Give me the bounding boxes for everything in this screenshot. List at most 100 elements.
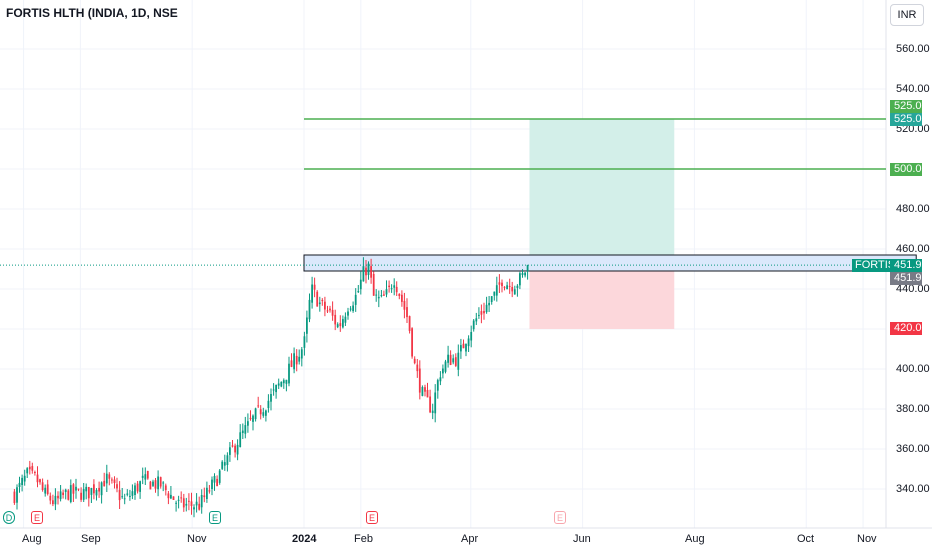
earnings-future-marker[interactable]: E — [554, 511, 566, 524]
candle-body — [485, 304, 488, 313]
candle-body — [44, 487, 47, 494]
candle-body — [362, 266, 365, 282]
candle-body — [352, 305, 354, 311]
candle-body — [282, 380, 285, 384]
candle-body — [398, 293, 401, 296]
candle-body — [26, 468, 29, 474]
y-tick-label: 520.00 — [896, 123, 930, 135]
candle-body — [226, 455, 229, 465]
drawings[interactable] — [303, 118, 917, 329]
candle-body — [472, 320, 475, 330]
candle-body — [57, 495, 59, 499]
x-tick-label: Nov — [857, 533, 877, 545]
candle-body — [354, 294, 357, 305]
candle-body — [144, 474, 147, 480]
candle-body — [306, 317, 308, 334]
x-tick-label: Apr — [461, 533, 479, 545]
x-tick-label: Feb — [354, 533, 373, 545]
candle-body — [406, 307, 408, 318]
y-tick-label: 400.00 — [896, 363, 930, 375]
candle-body — [370, 266, 372, 278]
candle-body — [413, 358, 416, 364]
candle-body — [77, 488, 80, 490]
candle-body — [357, 291, 360, 293]
candle-body — [64, 489, 67, 492]
candle-body — [467, 338, 470, 347]
y-tick-label: 440.00 — [896, 283, 930, 295]
y-tick-label: 560.00 — [896, 43, 930, 55]
candle-body — [426, 390, 429, 398]
currency-button[interactable]: INR — [890, 4, 924, 26]
candle-body — [67, 490, 70, 500]
candle-body — [488, 302, 490, 306]
candle-body — [167, 493, 170, 499]
candle-body — [411, 328, 413, 357]
candle-body — [344, 316, 347, 323]
candle-body — [270, 394, 272, 402]
candle-body — [470, 332, 473, 341]
candle-body — [190, 501, 193, 506]
candle-body — [460, 345, 462, 352]
candle-body — [13, 491, 16, 503]
candle-body — [180, 497, 183, 499]
candle-body — [290, 360, 293, 367]
candle-body — [141, 475, 144, 478]
candle-body — [39, 479, 41, 483]
candle-body — [69, 485, 72, 502]
dividend-marker[interactable]: D — [3, 511, 15, 524]
candle-body — [62, 492, 64, 495]
candle-body — [208, 490, 211, 492]
candle-body — [303, 336, 306, 348]
candle-body — [365, 267, 367, 276]
candle-body — [80, 492, 82, 500]
candle-body — [216, 478, 218, 487]
candle-body — [231, 445, 234, 447]
target-price-tag: 525.00 — [890, 100, 928, 113]
candle-body — [444, 361, 447, 372]
candle-body — [262, 412, 265, 416]
level-500-price-tag: 500.00 — [890, 163, 928, 176]
candle-body — [308, 299, 311, 320]
candle-body — [247, 421, 249, 426]
candle-body — [280, 381, 283, 387]
target-teal-price-tag: 525.00 — [890, 113, 928, 126]
earnings-marker[interactable]: E — [209, 511, 221, 524]
candle-body — [177, 499, 180, 501]
candle-body — [185, 503, 188, 506]
earnings-marker[interactable]: E — [366, 511, 378, 524]
candle-body — [252, 415, 254, 422]
candle-body — [513, 289, 516, 295]
candle-body — [300, 349, 303, 359]
earnings-marker[interactable]: E — [31, 511, 43, 524]
candle-body — [434, 392, 437, 414]
candle-body — [288, 363, 290, 384]
candle-body — [93, 484, 95, 494]
candle-body — [401, 294, 403, 302]
candle-body — [313, 284, 316, 290]
y-tick-label: 460.00 — [896, 243, 930, 255]
candle-body — [257, 405, 260, 407]
candle-body — [329, 308, 331, 311]
candle-body — [113, 479, 116, 483]
candle-body — [339, 323, 342, 327]
y-tick-label: 540.00 — [896, 83, 930, 95]
candle-body — [442, 368, 444, 374]
candle-body — [439, 377, 442, 382]
candle-body — [188, 500, 190, 502]
candle-body — [359, 279, 362, 290]
x-tick-label: Aug — [22, 533, 42, 545]
candle-body — [336, 324, 339, 328]
candle-body — [316, 291, 319, 307]
candle-body — [390, 288, 393, 290]
candle-body — [298, 356, 301, 362]
candle-body — [100, 482, 103, 496]
candle-body — [49, 495, 52, 501]
candle-body — [52, 500, 54, 505]
candle-body — [46, 484, 49, 494]
candle-body — [424, 387, 426, 392]
last-price-gray-tag: 451.95 — [890, 272, 928, 285]
candle-body — [218, 470, 221, 483]
candle-body — [388, 285, 390, 287]
candle-body — [493, 291, 496, 296]
